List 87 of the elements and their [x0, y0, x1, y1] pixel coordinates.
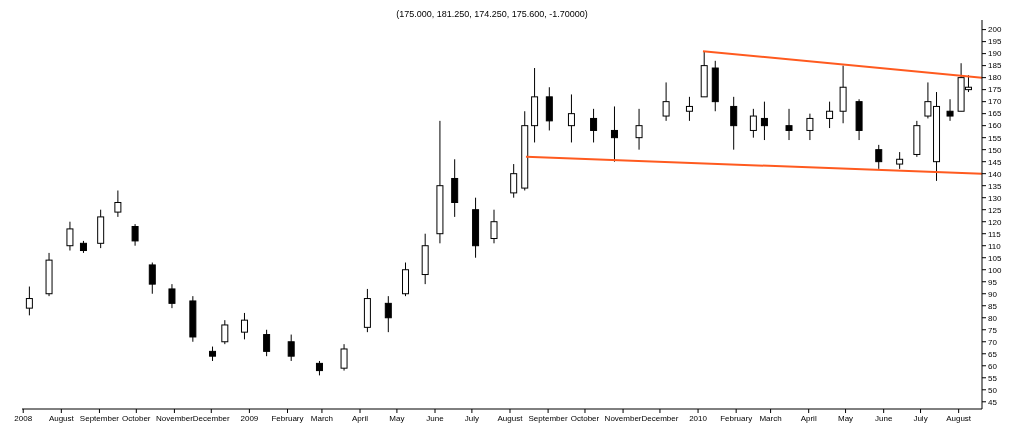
y-tick-label: 100: [988, 265, 1002, 275]
y-tick-label: 105: [988, 253, 1002, 263]
y-tick-label: 50: [988, 385, 998, 395]
y-tick-label: 95: [988, 277, 998, 287]
x-tick-label: April: [800, 413, 817, 423]
candlestick: [785, 108, 793, 141]
candlestick: [287, 334, 295, 362]
y-tick-label: 65: [988, 349, 998, 359]
x-tick-label: June: [426, 413, 445, 423]
candlestick: [25, 286, 33, 316]
candlestick: [263, 329, 271, 357]
y-tick-label: 200: [988, 25, 1002, 35]
y-tick-label: 150: [988, 145, 1002, 155]
x-tick-label: December: [192, 413, 231, 423]
candlestick: [384, 295, 392, 333]
candlestick: [635, 108, 643, 151]
x-tick-label: 2009: [240, 413, 259, 423]
y-tick-label: 60: [988, 361, 998, 371]
x-tick-label: December: [641, 413, 679, 423]
x-tick-label: November: [155, 413, 194, 423]
candlestick: [610, 105, 618, 163]
x-tick-label: September: [79, 413, 120, 423]
candlestick: [946, 98, 954, 122]
candlestick: [131, 223, 139, 247]
candlestick: [685, 96, 693, 122]
x-tick-label: June: [874, 413, 893, 423]
y-tick-label: 135: [988, 181, 1002, 191]
y-tick-label: 90: [988, 289, 998, 299]
y-tick-label: 195: [988, 37, 1002, 47]
candlestick: [114, 189, 122, 218]
y-tick-label: 140: [988, 169, 1002, 179]
y-tick-label: 70: [988, 337, 998, 347]
candlestick: [590, 108, 598, 143]
x-tick-label: July: [464, 413, 479, 423]
y-tick-label: 110: [988, 241, 1002, 251]
y-tick-label: 55: [988, 373, 998, 383]
x-tick-label: August: [497, 413, 524, 423]
x-tick-label: October: [122, 413, 151, 423]
x-tick-label: May: [389, 413, 405, 423]
y-tick-label: 85: [988, 301, 998, 311]
x-tick-label: October: [570, 413, 600, 423]
candlestick: [875, 144, 883, 170]
x-tick-label: February: [271, 413, 304, 423]
candlestick: [806, 113, 814, 141]
y-tick-label: 145: [988, 157, 1002, 167]
y-tick-label: 125: [988, 205, 1002, 215]
candlestick: [221, 319, 229, 345]
x-tick-label: September: [528, 413, 568, 423]
candlestick: [749, 108, 757, 139]
x-tick-label: May: [838, 413, 854, 423]
y-tick-label: 170: [988, 97, 1002, 107]
candlestick: [240, 312, 248, 340]
candlestick: [662, 81, 670, 122]
y-tick-label: 80: [988, 313, 998, 323]
chart-title: (175.000, 181.250, 174.250, 175.600, -1.70000): [395, 8, 589, 20]
y-tick-label: 155: [988, 133, 1002, 143]
candlestick: [168, 283, 176, 309]
y-tick-label: 190: [988, 49, 1002, 59]
x-tick-label: March: [759, 413, 782, 423]
y-tick-label: 165: [988, 109, 1002, 119]
y-tick-label: 180: [988, 73, 1002, 83]
x-tick-label: August: [48, 413, 75, 423]
y-tick-label: 175: [988, 85, 1002, 95]
x-tick-label: August: [946, 413, 972, 423]
x-tick-label: November: [604, 413, 642, 423]
y-tick-label: 185: [988, 61, 1002, 71]
x-tick-label: February: [720, 413, 753, 423]
x-tick-label: March: [310, 413, 334, 423]
y-tick-label: 120: [988, 217, 1002, 227]
x-tick-label: April: [352, 413, 369, 423]
candlestick: [730, 96, 738, 151]
y-tick-label: 130: [988, 193, 1002, 203]
candlestick: [66, 221, 74, 252]
candlestick: [826, 101, 834, 129]
candlestick: [490, 209, 498, 244]
y-tick-label: 75: [988, 325, 998, 335]
candlestick: [567, 93, 575, 143]
y-tick-label: 160: [988, 121, 1002, 131]
candlestick: [760, 101, 768, 141]
x-tick-label: 2008: [14, 413, 33, 423]
y-tick-label: 115: [988, 229, 1002, 239]
x-tick-label: 2010: [689, 413, 708, 423]
candlestick: [148, 262, 156, 295]
x-tick-label: July: [913, 413, 928, 423]
candlestick: [340, 343, 348, 372]
candlestick: [510, 163, 518, 199]
y-tick-label: 45: [988, 397, 998, 407]
